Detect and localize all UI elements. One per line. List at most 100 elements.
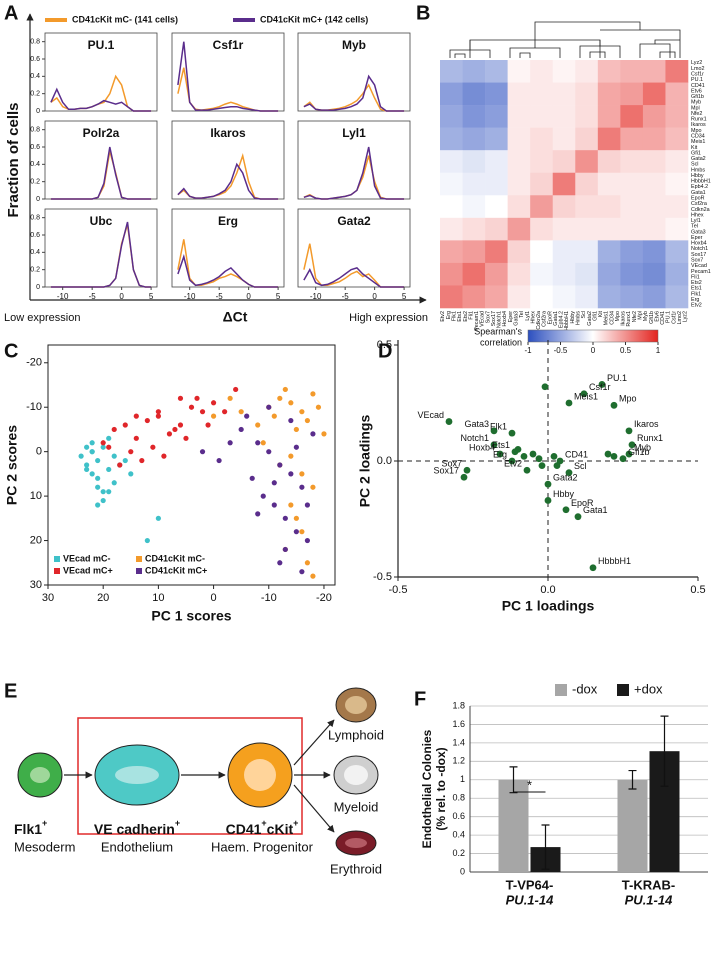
point bbox=[89, 471, 95, 477]
row-label: VEcad bbox=[691, 263, 707, 269]
col-label: Notch1 bbox=[497, 311, 503, 328]
point bbox=[508, 457, 516, 465]
point bbox=[161, 453, 167, 459]
row-label: HbbbH1 bbox=[691, 179, 711, 185]
density-line bbox=[303, 146, 405, 200]
density-line bbox=[177, 162, 279, 200]
point bbox=[89, 449, 95, 455]
point bbox=[95, 475, 101, 481]
heatmap-cell bbox=[440, 105, 463, 128]
stage-title: CD41+cKit+ bbox=[226, 818, 299, 836]
heatmap-cell bbox=[597, 150, 621, 174]
heatmap-cell bbox=[485, 105, 508, 128]
y-tick-label: 0.6 bbox=[452, 811, 465, 821]
col-label: Etv6 bbox=[654, 311, 660, 322]
point bbox=[304, 537, 311, 544]
point bbox=[166, 431, 173, 437]
colorbar-label: correlation bbox=[480, 337, 522, 347]
col-label: HbbbH1 bbox=[564, 311, 570, 331]
point-label: Sox7 bbox=[441, 459, 462, 469]
arrows bbox=[64, 719, 335, 833]
row-label: Ets2 bbox=[691, 280, 702, 286]
point bbox=[210, 413, 217, 419]
heatmap-cell bbox=[597, 82, 621, 106]
point bbox=[133, 435, 139, 441]
heatmap-cell bbox=[462, 172, 486, 196]
col-label: Epb4.2 bbox=[559, 311, 565, 328]
heatmap-cell bbox=[597, 195, 621, 219]
y-tick-label: 0.8 bbox=[452, 793, 465, 803]
heatmap-cell bbox=[552, 285, 576, 309]
legend-label: +dox bbox=[634, 681, 663, 696]
point bbox=[271, 502, 277, 508]
row-label: Hmbs bbox=[691, 167, 705, 173]
point-label: HbbbH1 bbox=[598, 556, 631, 566]
row-label: Myb bbox=[691, 100, 701, 106]
y-axis-label: (% rel. to -dox) bbox=[434, 747, 448, 830]
point bbox=[172, 426, 178, 433]
density-line bbox=[177, 254, 279, 288]
point bbox=[293, 444, 299, 450]
heatmap-cell bbox=[440, 217, 463, 241]
heatmap-cell bbox=[620, 240, 644, 264]
y-axis-label: Endothelial Colonies bbox=[420, 729, 434, 848]
heatmap-cell bbox=[440, 82, 463, 106]
point bbox=[122, 457, 128, 464]
point bbox=[299, 471, 305, 477]
panel-frame bbox=[297, 208, 411, 288]
colorbar-tick-label: 1 bbox=[656, 346, 661, 355]
panel-frame bbox=[297, 32, 411, 112]
diagram: Lymphoid Myeloid Erythroid Flk1+ Mesoder… bbox=[14, 687, 384, 876]
point-label: Scl bbox=[574, 461, 587, 471]
axis-note: Low expression bbox=[4, 312, 80, 324]
point bbox=[490, 441, 498, 449]
point bbox=[117, 462, 123, 468]
heatmap-cell bbox=[507, 127, 531, 151]
heatmap-cell bbox=[642, 285, 666, 309]
colorbar-tick-label: 0 bbox=[591, 346, 596, 355]
row-label: Flk1 bbox=[691, 291, 701, 297]
y-tick-label: 1.4 bbox=[452, 737, 465, 747]
fate-label: Myeloid bbox=[334, 799, 379, 814]
stage-subtitle: Endothelium bbox=[101, 839, 173, 854]
point bbox=[233, 386, 239, 393]
point bbox=[260, 440, 266, 446]
panel-frame bbox=[44, 32, 158, 112]
point bbox=[619, 455, 627, 463]
col-label: Runx1 bbox=[626, 311, 632, 327]
heatmap-cell bbox=[462, 105, 486, 128]
point bbox=[589, 564, 597, 572]
point bbox=[255, 440, 261, 446]
error-bar bbox=[628, 769, 637, 790]
point bbox=[288, 400, 294, 406]
x-axis-label: PC 1 loadings bbox=[502, 598, 595, 614]
col-label: Ets2 bbox=[463, 311, 469, 322]
row-label: Hhex bbox=[691, 212, 704, 218]
row-label: Sox7 bbox=[691, 258, 703, 264]
row-label: CD41 bbox=[691, 83, 705, 89]
point bbox=[496, 450, 504, 458]
bar bbox=[617, 779, 648, 872]
density-line bbox=[50, 146, 152, 200]
y-tick-label: 0.2 bbox=[30, 91, 40, 98]
heatmap-cell bbox=[642, 150, 666, 174]
heatmap-cell bbox=[620, 82, 644, 106]
row-label: Epb4.2 bbox=[691, 184, 708, 190]
heatmap-cell bbox=[507, 105, 531, 128]
point bbox=[106, 444, 112, 450]
row-label: Gata2 bbox=[691, 156, 706, 162]
heatmap-cell bbox=[575, 217, 599, 241]
heatmap-cell bbox=[665, 217, 689, 241]
heatmap-cell bbox=[530, 60, 554, 83]
point bbox=[100, 440, 106, 446]
col-label: Hmbs bbox=[576, 311, 582, 325]
stage-title: VE cadherin+ bbox=[94, 818, 180, 836]
point bbox=[310, 484, 316, 490]
point bbox=[106, 489, 112, 495]
point bbox=[553, 462, 561, 470]
heatmap-cell bbox=[485, 60, 508, 83]
heatmap-cell bbox=[485, 262, 508, 286]
y-tick-label: 0.4 bbox=[30, 73, 40, 80]
heatmap-cell bbox=[552, 150, 576, 174]
